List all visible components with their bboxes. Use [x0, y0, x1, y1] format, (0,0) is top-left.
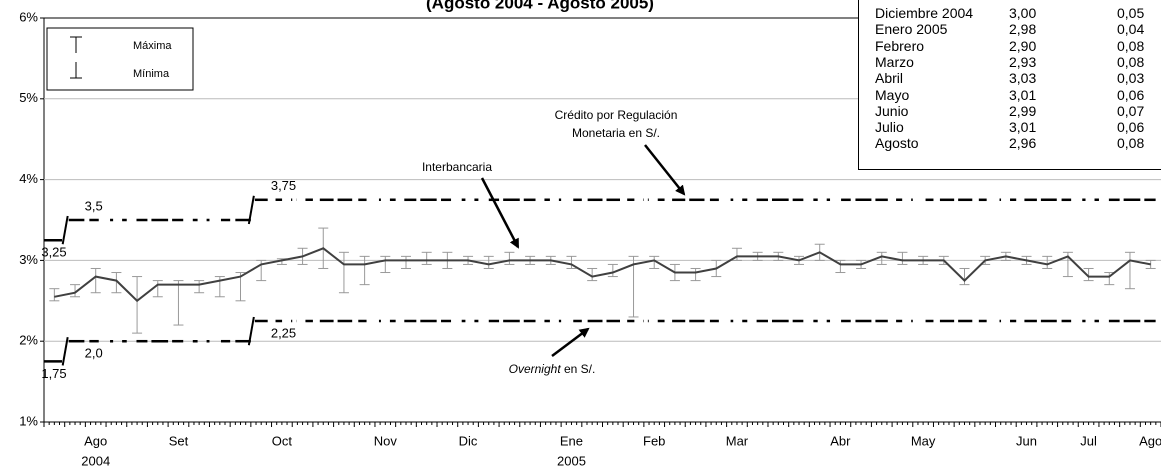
table-cell: 3,00	[1009, 5, 1037, 21]
x-tick-label: Jun	[1016, 433, 1037, 448]
value-label: 1,75	[41, 366, 66, 381]
x-tick-label: Nov	[374, 433, 398, 448]
value-label: 2,0	[85, 346, 103, 361]
legend-label: Máxima	[133, 40, 172, 52]
x-tick-label: Abr	[830, 433, 851, 448]
table-cell: 0,03	[1117, 70, 1145, 87]
plot-frame	[43, 17, 1161, 423]
table-cell: 0,06	[1117, 119, 1145, 136]
table-row: Abril 3,03 0,03	[859, 70, 1161, 86]
table-row: Diciembre 2004 3,00 0,05	[859, 5, 1161, 21]
annotation: Monetaria en S/.	[572, 126, 660, 140]
annotation-italic: Overnight	[509, 362, 562, 376]
table-cell: Mayo	[875, 86, 910, 103]
legend-max-symbol	[70, 36, 82, 53]
corridor-step	[247, 195, 255, 225]
value-label: 3,5	[85, 198, 103, 213]
table-cell: 0,08	[1117, 37, 1145, 54]
table-cell: Diciembre 2004	[875, 5, 974, 21]
table-cell: 2,93	[1009, 53, 1037, 70]
table-cell: 0,04	[1117, 21, 1145, 38]
summary-table: Diciembre 2004 3,00 0,05 Enero 2005 2,98 0,04…	[858, 0, 1161, 170]
x-tick-label: Ene	[560, 433, 583, 448]
y-tick-label: 6%	[19, 9, 38, 24]
value-label: 3,75	[271, 178, 296, 193]
x-tick-label: Oct	[272, 433, 293, 448]
y-tick-label: 2%	[19, 333, 38, 348]
legend-min-symbol	[70, 62, 82, 79]
table-cell: 2,90	[1009, 37, 1037, 54]
table-cell: Junio	[875, 102, 909, 119]
legend-box	[46, 27, 194, 91]
table-row: Marzo 2,93 0,08	[859, 54, 1161, 70]
arrow	[480, 177, 520, 249]
x-tick-label: Feb	[643, 433, 665, 448]
legend: Máxima Mínima	[46, 27, 194, 91]
y-tick-label: 1%	[19, 413, 38, 428]
table-row: Junio 2,99 0,07	[859, 103, 1161, 119]
arrow	[644, 144, 686, 196]
table-cell: 3,03	[1009, 70, 1037, 87]
y-tick-label: 5%	[19, 90, 38, 105]
table-row: Enero 2005 2,98 0,04	[859, 21, 1161, 37]
table-row: Julio 3,01 0,06	[859, 119, 1161, 135]
annotation: Crédito por Regulación	[555, 108, 678, 122]
x-tick-label: Dic	[459, 433, 478, 448]
legend-label: Mínima	[133, 68, 170, 80]
table-cell: 3,01	[1009, 119, 1037, 136]
table-cell: 2,98	[1009, 21, 1037, 38]
table-cell: 0,08	[1117, 135, 1145, 152]
chart-title: (Agosto 2004 - Agosto 2005)	[426, 0, 654, 12]
x-tick-label: Jul	[1080, 433, 1097, 448]
annotation-text: en S/.	[564, 362, 595, 376]
table-cell: Febrero	[875, 37, 925, 54]
y-tick-label: 3%	[19, 252, 38, 267]
y-tick-label: 4%	[19, 171, 38, 186]
corridor-step	[247, 316, 255, 346]
x-year-label: 2004	[81, 453, 110, 468]
table-cell: Marzo	[875, 53, 914, 70]
table-cell: Enero 2005	[875, 21, 948, 38]
table-cell: 0,05	[1117, 5, 1145, 21]
table-cell: 0,07	[1117, 102, 1145, 119]
table-cell: 0,06	[1117, 86, 1145, 103]
value-label: 3,25	[41, 245, 66, 260]
annotation: Overnight en S/.	[509, 362, 596, 376]
table-row: Febrero 2,90 0,08	[859, 38, 1161, 54]
table-cell: 2,99	[1009, 102, 1037, 119]
table-cell: Abril	[875, 70, 904, 87]
x-tick-label: Ago	[1139, 433, 1161, 448]
table-row: Agosto 2,96 0,08	[859, 135, 1161, 151]
table-cell: 0,08	[1117, 53, 1145, 70]
value-label: 2,25	[271, 325, 296, 340]
table-cell: 3,01	[1009, 86, 1037, 103]
table-cell: Julio	[875, 119, 904, 136]
x-tick-label: Mar	[726, 433, 749, 448]
table-row: Mayo 3,01 0,06	[859, 87, 1161, 103]
x-tick-label: Ago	[84, 433, 107, 448]
x-tick-label: May	[911, 433, 936, 448]
table-cell: 2,96	[1009, 135, 1037, 152]
annotation: Interbancaria	[422, 160, 492, 174]
corridor-step	[61, 215, 69, 245]
x-tick-label: Set	[169, 433, 189, 448]
corridor-step	[61, 337, 69, 366]
x-year-label: 2005	[557, 453, 586, 468]
arrow	[551, 327, 590, 357]
rate-line	[54, 247, 1151, 303]
table-cell: Agosto	[875, 135, 919, 152]
